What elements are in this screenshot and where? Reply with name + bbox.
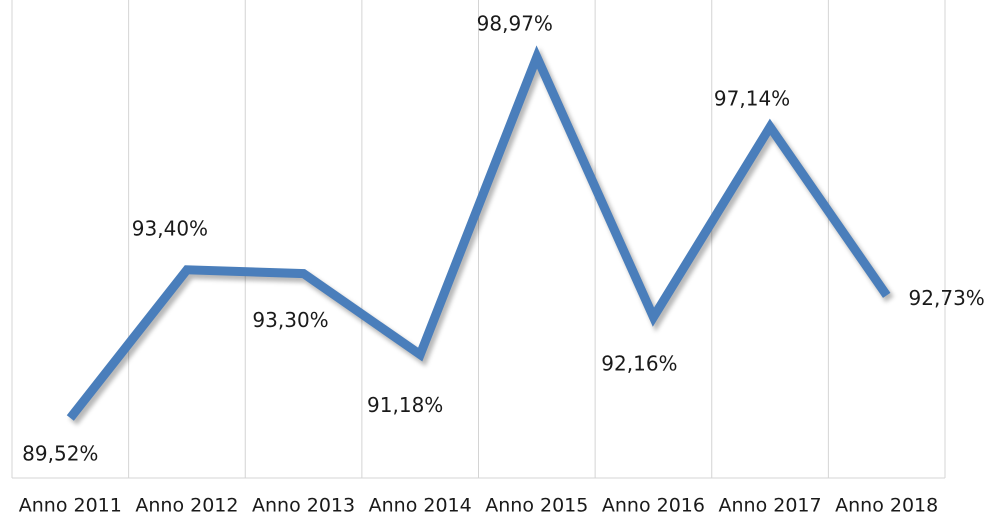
x-tick-label: Anno 2013 [252, 495, 355, 517]
x-tick-label: Anno 2018 [835, 495, 938, 517]
data-label: 93,30% [252, 308, 328, 332]
data-label: 91,18% [367, 393, 443, 417]
x-tick-label: Anno 2016 [602, 495, 705, 517]
line [66, 45, 891, 421]
x-tick-label: Anno 2014 [369, 495, 472, 517]
data-label: 89,52% [22, 442, 98, 466]
data-label: 92,16% [601, 352, 677, 376]
x-tick-label: Anno 2015 [485, 495, 588, 517]
data-label: 92,73% [909, 286, 985, 310]
x-tick-label: Anno 2012 [135, 495, 238, 517]
data-label: 97,14% [714, 86, 790, 110]
data-label: 98,97% [477, 12, 553, 36]
data-label: 93,40% [132, 216, 208, 240]
x-tick-label: Anno 2017 [719, 495, 822, 517]
line-shadow [69, 48, 894, 426]
x-tick-label: Anno 2011 [19, 495, 122, 517]
